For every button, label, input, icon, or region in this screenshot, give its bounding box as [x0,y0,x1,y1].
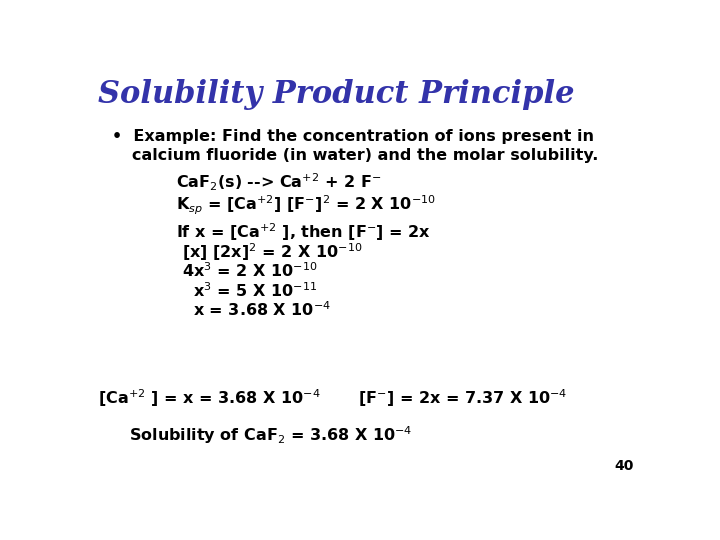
Text: If x = [Ca$^{+2}$ ], then [F$^{-}$] = 2x: If x = [Ca$^{+2}$ ], then [F$^{-}$] = 2x [176,221,431,243]
Text: calcium fluoride (in water) and the molar solubility.: calcium fluoride (in water) and the mola… [132,148,598,163]
Text: x = 3.68 X 10$^{ -4}$: x = 3.68 X 10$^{ -4}$ [193,301,331,319]
Text: x$^{3}$ = 5 X 10$^{ -11}$: x$^{3}$ = 5 X 10$^{ -11}$ [193,281,318,300]
Text: [x] [2x]$^{2}$ = 2 X 10$^{ -10}$: [x] [2x]$^{2}$ = 2 X 10$^{ -10}$ [182,241,363,263]
Text: CaF$_{2}$(s) --> Ca$^{+2}$ + 2 F$^{-}$: CaF$_{2}$(s) --> Ca$^{+2}$ + 2 F$^{-}$ [176,172,382,193]
Text: Solubility Product Principle: Solubility Product Principle [99,79,575,110]
Text: •  Example: Find the concentration of ions present in: • Example: Find the concentration of ion… [112,129,594,144]
Text: K$_{sp}$ = [Ca$^{+2}$] [F$^{-}$]$^{2}$ = 2 X 10$^{ -10}$: K$_{sp}$ = [Ca$^{+2}$] [F$^{-}$]$^{2}$ =… [176,194,436,217]
Text: 4x$^{3}$ = 2 X 10$^{ -10}$: 4x$^{3}$ = 2 X 10$^{ -10}$ [182,261,318,280]
Text: [Ca$^{+2}$ ] = x = 3.68 X 10$^{ -4}$: [Ca$^{+2}$ ] = x = 3.68 X 10$^{ -4}$ [99,387,321,409]
Text: 40: 40 [615,459,634,473]
Text: Solubility of CaF$_{2}$ = 3.68 X 10$^{ -4}$: Solubility of CaF$_{2}$ = 3.68 X 10$^{ -… [129,424,413,446]
Text: [F$^{-}$] = 2x = 7.37 X 10$^{ -4}$: [F$^{-}$] = 2x = 7.37 X 10$^{ -4}$ [358,387,567,409]
